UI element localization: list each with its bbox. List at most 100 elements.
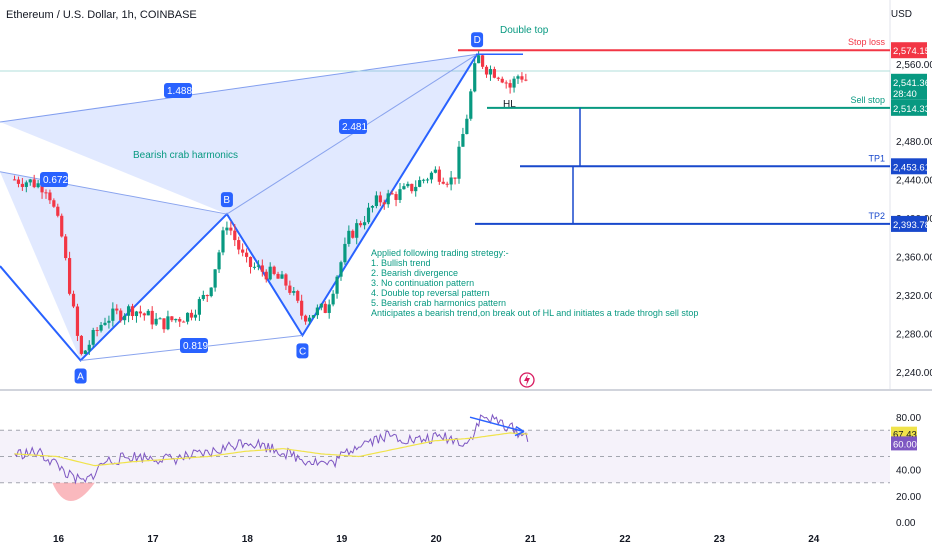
candle-body [445, 183, 449, 185]
candle-body [461, 134, 465, 147]
candle-body [418, 180, 422, 187]
ratio-xb-badge [40, 172, 68, 187]
candle-body [244, 252, 249, 257]
candle-body [504, 82, 508, 84]
rsi-band [0, 430, 890, 483]
candle-body [201, 294, 205, 300]
candle-body [469, 91, 473, 119]
candle-body [449, 177, 453, 185]
candle-body [146, 310, 150, 316]
ratio-ac-label: 0.819 [183, 341, 208, 352]
candle-body [484, 66, 489, 75]
candle-body [319, 303, 323, 308]
candle-body [248, 256, 253, 267]
candle-body [402, 186, 406, 190]
rsi-tick-label: 0.00 [896, 518, 916, 529]
candle-body [241, 249, 245, 253]
strategy-line: Applied following trading stretegy:- [371, 248, 509, 258]
candle-body [67, 258, 72, 294]
candle-body [421, 179, 426, 181]
candle-body [154, 318, 158, 325]
strategy-line: 2. Bearish divergence [371, 268, 458, 278]
candle-body [331, 293, 335, 305]
ratio-xd-badge [164, 83, 192, 98]
stop-loss-level-label: Stop loss [848, 37, 886, 47]
rsi-line [14, 413, 529, 485]
candle-body [351, 230, 355, 238]
time-tick-label: 19 [336, 534, 348, 545]
current-price-tag [891, 73, 927, 100]
ratio-bd-badge [339, 119, 367, 134]
point-d-label: D [474, 35, 481, 46]
candle-body [185, 312, 190, 322]
candle-body [394, 194, 398, 200]
candle-body [48, 192, 52, 201]
xab-triangle-fill [0, 171, 227, 361]
strategy-line: 1. Bullish trend [371, 258, 431, 268]
candle-body [362, 222, 367, 226]
tp2-level-label: TP2 [868, 211, 885, 221]
candle-body [75, 306, 80, 336]
candle-body [382, 202, 386, 205]
candle-body [87, 344, 91, 351]
candle-body [150, 310, 154, 325]
candle-body [205, 294, 209, 297]
candle-body [115, 308, 119, 311]
strategy-line: 5. Bearish crab harmonics pattern [371, 298, 506, 308]
lightning-icon[interactable] [519, 372, 535, 388]
divergence-arrowhead [514, 425, 525, 437]
candle-body [91, 329, 95, 345]
rsi-value-label: 60.00 [893, 439, 917, 450]
tp2-price-tag [891, 215, 927, 232]
price-tick-label: 2,440.00 [896, 175, 932, 186]
candle-body [465, 118, 469, 135]
candle-body [138, 311, 142, 314]
candle-body [119, 310, 123, 321]
candle-body [189, 312, 194, 318]
candle-body [28, 179, 32, 183]
candle-body [36, 183, 40, 188]
time-tick-label: 16 [53, 534, 65, 545]
candle-body [103, 322, 107, 325]
time-tick-label: 20 [431, 534, 443, 545]
candle-body [398, 189, 402, 200]
candle-body [303, 315, 308, 322]
candle-body [197, 299, 201, 315]
xb-line [0, 171, 228, 215]
candle-body [126, 306, 131, 316]
candle-body [170, 316, 174, 321]
stop-loss-price-label: 2,574.15 [893, 46, 930, 57]
lightning-bolt-shape [524, 374, 530, 386]
rsi-value-tag [891, 436, 917, 451]
price-tick-label: 2,280.00 [896, 329, 932, 340]
candle-body [272, 266, 276, 274]
rsi-oversold-fill [52, 482, 95, 502]
candle-body [174, 318, 178, 321]
candle-body [111, 308, 115, 321]
candle-body [64, 236, 68, 259]
candle-body [374, 195, 378, 207]
rsi-tick-label: 20.00 [896, 492, 921, 503]
candle-body [24, 182, 28, 187]
candle-body [441, 181, 445, 184]
strategy-line: 3. No continuation pattern [371, 278, 474, 288]
candle-body [359, 223, 363, 226]
candle-body [178, 318, 182, 322]
strategy-line: 4. Double top reversal pattern [371, 288, 490, 298]
ratio-ac-badge [180, 338, 208, 353]
price-tick-label: 2,320.00 [896, 291, 932, 302]
candle-body [429, 172, 434, 180]
candle-body [433, 169, 437, 173]
candle-body [16, 179, 21, 184]
ratio-bd-label: 2.481 [342, 122, 367, 133]
double-top-text: Double top [500, 25, 549, 36]
xbd-triangle-fill [0, 54, 478, 215]
price-tick-label: 2,360.00 [896, 252, 932, 263]
candle-body [213, 269, 217, 288]
bearish-divergence-arrow [469, 416, 525, 433]
candle-body [20, 183, 24, 187]
candle-body [347, 230, 351, 244]
candle-body [496, 77, 500, 79]
tp2-price-label: 2,393.78 [893, 220, 930, 231]
